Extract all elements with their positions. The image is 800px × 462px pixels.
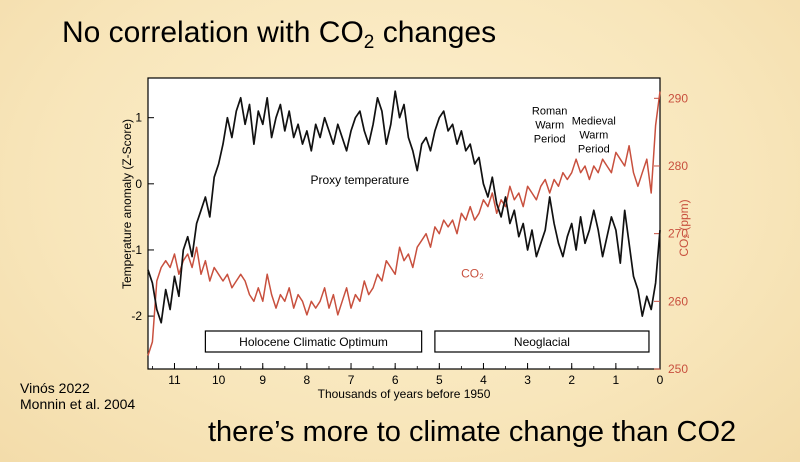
annotation-line: Warm (579, 129, 608, 141)
x-tick-label: 3 (524, 373, 531, 387)
y-axis-label-right: CO₂ (ppm) (677, 199, 691, 256)
annotation-label: Proxy temperature (311, 173, 410, 187)
x-tick-label: 8 (304, 373, 311, 387)
y-right-tick-label: 280 (668, 159, 688, 173)
y-left-tick-label: -2 (131, 309, 142, 323)
y-axis-label-left: Temperature anomaly (Z-Score) (120, 119, 134, 289)
y-right-tick-label: 290 (668, 91, 688, 105)
title-subscript: 2 (363, 32, 375, 53)
bottom-statement: there’s more to climate change than CO2 (208, 416, 737, 448)
series-layer (147, 90, 661, 356)
x-tick-label: 0 (657, 373, 664, 387)
y-right-tick-label: 250 (668, 362, 688, 376)
annotation-line: Period (534, 133, 566, 145)
annotation-layer: Proxy temperature CO₂ Roman Warm Period Medie… (311, 105, 616, 280)
annotation-line: Medieval (572, 115, 616, 127)
x-tick-label: 9 (259, 373, 266, 387)
co2-series-line (147, 91, 661, 356)
y-left-tick-label: 1 (135, 111, 142, 125)
period-boxes: Holocene Climatic Optimum Neoglacial (204, 330, 650, 353)
annotation-line: Warm (535, 119, 564, 131)
y-right-tick-label: 260 (668, 294, 688, 308)
period-label: Holocene Climatic Optimum (239, 335, 388, 349)
x-tick-label: 6 (392, 373, 399, 387)
annotation-line: Period (578, 143, 610, 155)
period-box (434, 330, 650, 353)
credits: Vinós 2022 Monnin et al. 2004 (20, 380, 135, 412)
annotation-label: CO₂ (461, 267, 484, 281)
y-left-tick-label: 0 (135, 177, 142, 191)
title-suffix: changes (374, 16, 497, 49)
y-right-tick-label: 270 (668, 227, 688, 241)
x-tick-label: 4 (480, 373, 487, 387)
x-tick-label: 7 (348, 373, 355, 387)
x-tick-label: 2 (568, 373, 575, 387)
x-axis-label: Thousands of years before 1950 (318, 387, 491, 401)
annotation-line: Roman (532, 105, 567, 117)
credit-vinos: Vinós 2022 (20, 380, 90, 396)
temperature-series-line (147, 90, 661, 324)
x-tick-label: 10 (212, 373, 226, 387)
slide-title: No correlation with CO2 changes (62, 16, 496, 54)
x-tick-label: 11 (168, 373, 181, 387)
y-left-tick-label: -1 (131, 243, 142, 257)
x-tick-label: 1 (613, 373, 620, 387)
title-prefix: No correlation with CO (62, 16, 364, 49)
credit-monnin: Monnin et al. 2004 (20, 396, 136, 412)
period-label: Neoglacial (514, 335, 570, 349)
x-tick-label: 5 (436, 373, 443, 387)
period-box (204, 330, 423, 353)
